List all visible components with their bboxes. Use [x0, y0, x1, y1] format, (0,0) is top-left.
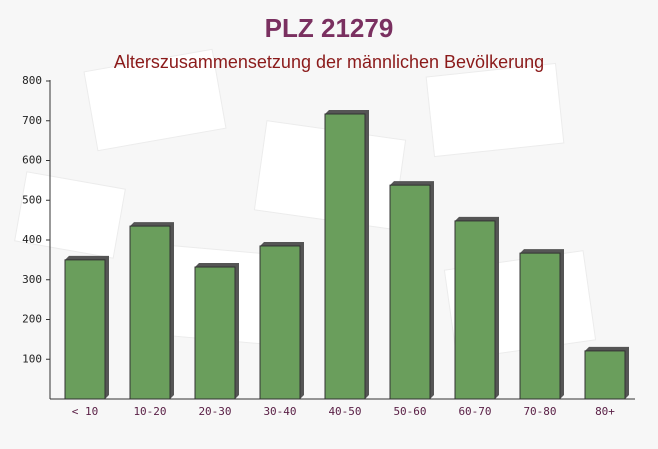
x-tick-label: 60-70 — [458, 405, 491, 418]
x-tick-label: 70-80 — [523, 405, 556, 418]
x-tick-label: < 10 — [72, 405, 99, 418]
bar — [129, 225, 171, 400]
x-tick-label: 20-30 — [198, 405, 231, 418]
x-tick-label: 10-20 — [133, 405, 166, 418]
bar — [259, 245, 301, 400]
x-tick-label: 80+ — [595, 405, 615, 418]
y-tick-label: 500 — [22, 193, 42, 206]
chart-subtitle: Alterszusammensetzung der männlichen Bev… — [114, 52, 544, 72]
y-tick-label: 300 — [22, 273, 42, 286]
y-tick-label: 400 — [22, 233, 42, 246]
bar — [389, 184, 431, 400]
x-tick-label: 40-50 — [328, 405, 361, 418]
y-tick-label: 100 — [22, 352, 42, 365]
chart-title: PLZ 21279 — [265, 13, 394, 43]
bar — [584, 350, 626, 400]
bar — [324, 113, 366, 400]
bar — [64, 259, 106, 400]
y-tick-label: 800 — [22, 74, 42, 87]
x-tick-label: 30-40 — [263, 405, 296, 418]
y-tick-label: 700 — [22, 114, 42, 127]
y-tick-label: 600 — [22, 154, 42, 167]
bar — [194, 266, 236, 400]
y-tick-label: 200 — [22, 313, 42, 326]
x-tick-label: 50-60 — [393, 405, 426, 418]
bar — [519, 252, 561, 400]
bar — [454, 220, 496, 400]
